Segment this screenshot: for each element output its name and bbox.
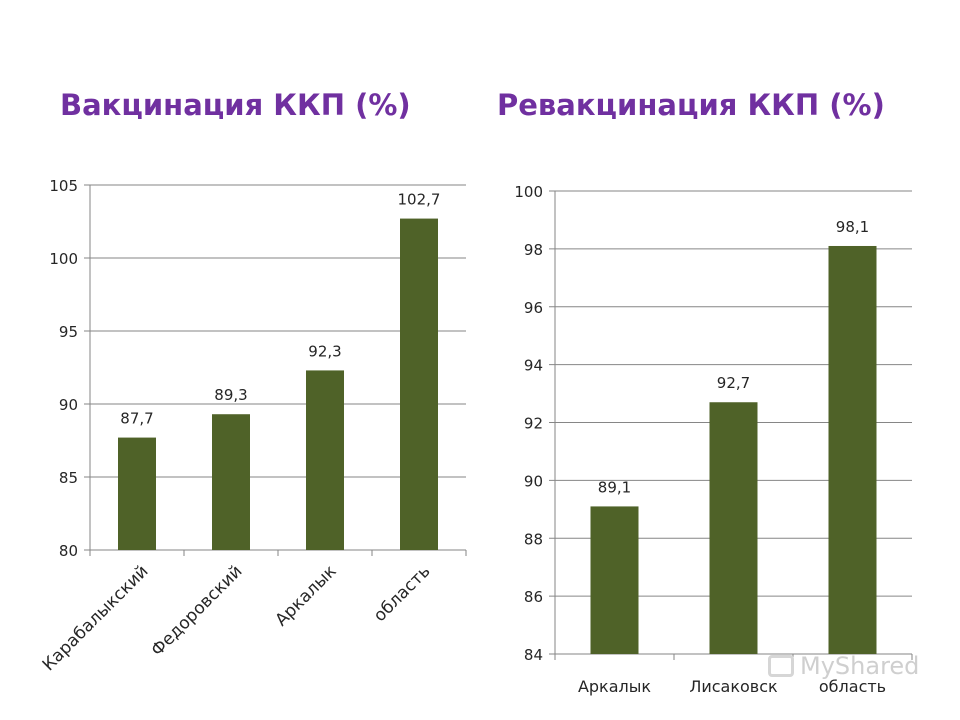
data-label: 89,3 [214,386,247,404]
bar [828,245,877,654]
y-tick-label: 92 [524,415,543,433]
y-tick-label: 90 [59,396,78,414]
bar [118,437,156,550]
y-tick-label: 100 [49,250,78,268]
y-tick-label: 90 [524,472,543,490]
bar [212,414,250,550]
data-label: 89,1 [598,478,631,496]
chart-title-revaccination: Ревакцинация ККП (%) [497,88,885,122]
data-label: 92,7 [717,374,750,392]
presentation-icon [768,655,794,677]
data-label: 87,7 [120,410,153,428]
y-tick-label: 88 [524,530,543,548]
bar [709,402,758,654]
y-tick-label: 85 [59,469,78,487]
y-tick-label: 86 [524,588,543,606]
y-tick-label: 84 [524,646,543,664]
y-tick-label: 105 [49,177,78,195]
watermark: MyShared [768,652,919,680]
y-tick-label: 95 [59,323,78,341]
x-tick-label: Аркалык [578,677,651,696]
bar [306,370,344,550]
data-label: 92,3 [308,342,341,360]
y-tick-label: 96 [524,299,543,317]
y-tick-label: 94 [524,357,543,375]
data-label: 102,7 [398,191,441,209]
x-tick-label: область [819,677,886,696]
y-tick-label: 98 [524,241,543,259]
y-tick-label: 80 [59,542,78,560]
bar [400,218,438,550]
watermark-text: MyShared [800,652,920,680]
data-label: 98,1 [836,218,869,236]
y-tick-label: 100 [514,183,543,201]
bar [590,506,639,654]
x-tick-label: Лисаковск [689,677,778,696]
chart-title-vaccination: Вакцинация ККП (%) [60,88,411,122]
